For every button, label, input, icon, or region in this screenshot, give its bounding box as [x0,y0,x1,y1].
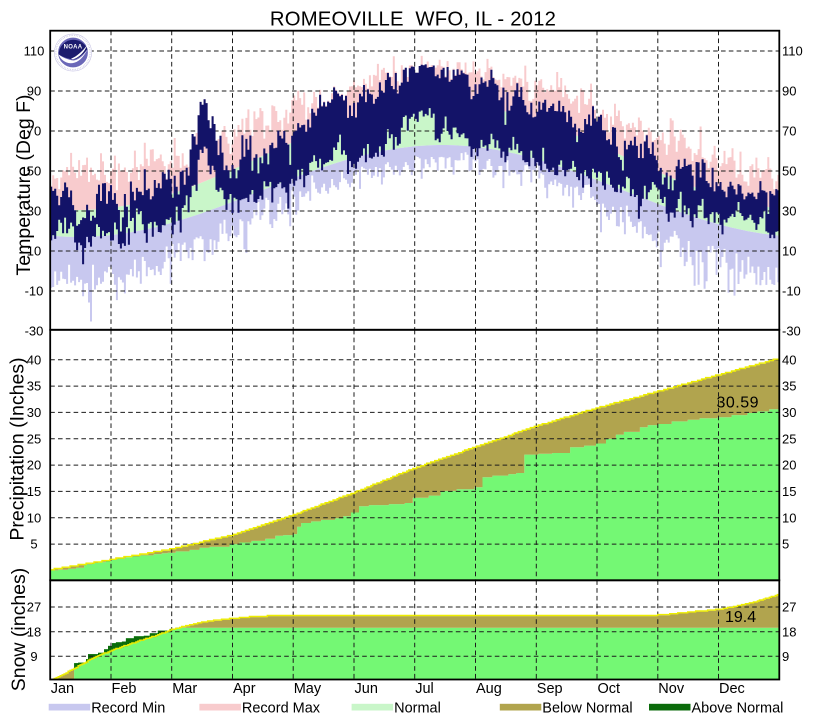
svg-text:30.59: 30.59 [717,395,760,412]
svg-text:20: 20 [27,458,41,473]
svg-text:30: 30 [27,204,41,219]
svg-text:50: 50 [782,164,796,179]
svg-text:10: 10 [782,244,796,259]
svg-text:110: 110 [24,44,45,59]
svg-text:5: 5 [30,537,37,552]
svg-text:Dec: Dec [719,681,745,697]
svg-text:-30: -30 [782,324,801,339]
svg-text:50: 50 [27,164,41,179]
svg-text:18: 18 [27,624,41,639]
svg-text:70: 70 [27,124,41,139]
svg-text:70: 70 [782,124,796,139]
svg-text:Record Min: Record Min [91,700,165,716]
svg-text:18: 18 [782,624,796,639]
svg-text:27: 27 [27,600,41,615]
svg-text:-10: -10 [25,284,44,299]
svg-text:10: 10 [27,510,41,525]
svg-text:ROMEOVILLE WFO, IL - 2012: ROMEOVILLE WFO, IL - 2012 [270,8,556,30]
svg-text:30: 30 [27,405,41,420]
svg-text:27: 27 [782,600,796,615]
svg-text:Snow (inches): Snow (inches) [8,568,30,692]
svg-text:5: 5 [782,537,789,552]
svg-text:-30: -30 [25,324,44,339]
svg-text:20: 20 [782,458,796,473]
svg-text:30: 30 [782,405,796,420]
svg-text:Normal: Normal [394,700,441,716]
svg-text:Apr: Apr [233,681,256,697]
svg-text:9: 9 [782,649,789,664]
svg-text:40: 40 [27,352,41,367]
svg-text:Below Normal: Below Normal [542,700,632,716]
svg-text:Jan: Jan [51,681,74,697]
svg-text:NOAA: NOAA [64,44,83,50]
svg-text:25: 25 [27,431,41,446]
svg-text:Jul: Jul [415,681,434,697]
svg-text:Precipitation (Inches): Precipitation (Inches) [7,357,29,540]
svg-text:Temperature (Deg F): Temperature (Deg F) [13,95,35,276]
svg-text:-10: -10 [782,284,801,299]
svg-text:Nov: Nov [658,681,685,697]
svg-text:Record Max: Record Max [242,700,321,716]
svg-text:19.4: 19.4 [725,609,756,626]
svg-text:15: 15 [27,484,41,499]
svg-text:Sep: Sep [537,681,563,697]
svg-text:30: 30 [782,204,796,219]
svg-text:May: May [294,681,322,697]
svg-text:25: 25 [782,431,796,446]
svg-text:90: 90 [782,84,796,99]
svg-text:110: 110 [782,44,803,59]
svg-text:10: 10 [27,244,41,259]
svg-text:Above Normal: Above Normal [692,700,784,716]
svg-text:35: 35 [27,379,41,394]
svg-text:90: 90 [27,84,41,99]
svg-text:Mar: Mar [172,681,197,697]
svg-text:Jun: Jun [355,681,378,697]
svg-text:Oct: Oct [598,681,621,697]
svg-text:15: 15 [782,484,796,499]
svg-text:35: 35 [782,379,796,394]
svg-text:10: 10 [782,510,796,525]
svg-text:9: 9 [30,649,37,664]
svg-text:40: 40 [782,352,796,367]
svg-text:Aug: Aug [476,681,502,697]
svg-text:Feb: Feb [112,681,137,697]
